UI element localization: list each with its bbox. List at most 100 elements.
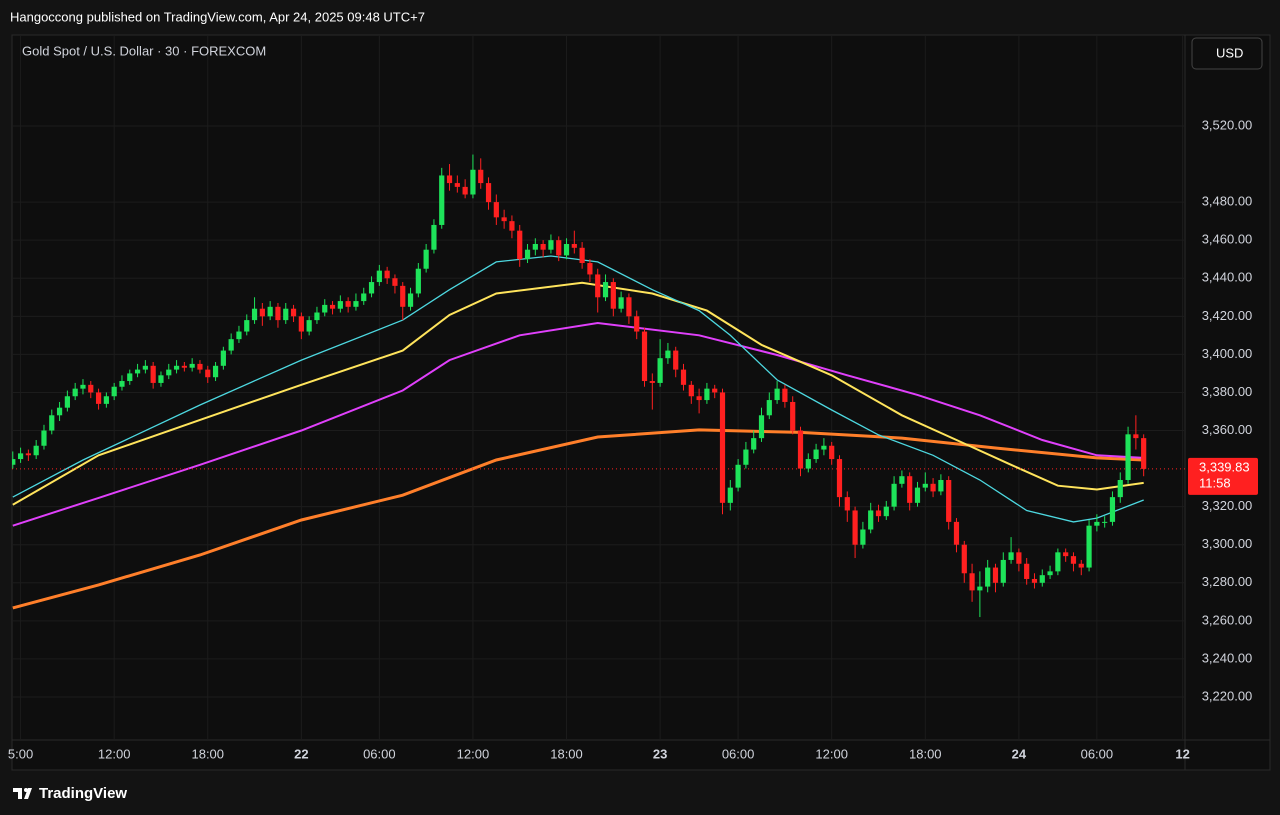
candle-body: [946, 480, 952, 522]
candle-body: [907, 476, 913, 503]
header: Hangoccong published on TradingView.com,…: [10, 9, 425, 24]
candle-body: [127, 373, 133, 382]
candle-body: [1086, 525, 1092, 568]
candle-body: [961, 544, 967, 574]
candle-body: [797, 430, 804, 469]
candle-body: [17, 453, 24, 460]
candle-body: [579, 247, 585, 264]
candle-body: [524, 249, 531, 260]
candle-body: [142, 365, 148, 370]
candle-body: [751, 438, 757, 450]
x-tick-label: 5:00: [8, 746, 33, 761]
candle-body: [251, 308, 258, 321]
x-tick-label: 18:00: [909, 746, 942, 761]
logo-dot: [24, 788, 28, 792]
candles: [12, 154, 1147, 618]
candle-body: [805, 459, 811, 469]
candle-body: [868, 510, 874, 530]
x-tick-label: 12: [1175, 746, 1189, 761]
candle-body: [977, 586, 983, 591]
candle-body: [431, 224, 437, 250]
candle-body: [602, 282, 609, 298]
candle-body: [290, 308, 297, 317]
candle-body: [618, 297, 624, 309]
candle-body: [267, 306, 273, 317]
candle-body: [1078, 563, 1084, 568]
candle-body: [891, 483, 897, 507]
candle-body: [400, 285, 406, 307]
candle-body: [969, 573, 975, 591]
candle-body: [12, 459, 16, 465]
candle-body: [556, 240, 562, 256]
candle-body: [626, 297, 632, 317]
candle-body: [1117, 480, 1123, 498]
candle-body: [930, 483, 936, 492]
candle-body: [1141, 438, 1147, 469]
candle-body: [220, 350, 226, 366]
x-tick-label: 24: [1012, 746, 1027, 761]
candle-body: [322, 304, 328, 313]
y-tick-label: 3,420.00: [1202, 308, 1253, 323]
candle-body: [376, 270, 382, 283]
candle-body: [485, 183, 492, 203]
candle-body: [166, 369, 172, 376]
candle-body: [548, 240, 554, 250]
grid: [12, 35, 1185, 740]
candle-body: [150, 365, 156, 383]
symbol-title: Gold Spot / U.S. Dollar · 30 · FOREXCOM: [22, 43, 266, 58]
candle-body: [836, 459, 843, 498]
candle-body: [259, 308, 265, 317]
candle-body: [704, 388, 710, 401]
candle-body: [181, 365, 187, 368]
candle-body: [212, 365, 219, 378]
candle-body: [361, 293, 367, 302]
candle-body: [517, 230, 523, 260]
candle-body: [275, 306, 281, 321]
candle-body: [1016, 552, 1022, 564]
candle-body: [1133, 434, 1139, 439]
y-tick-label: 3,380.00: [1202, 384, 1253, 399]
chart-panel: [11, 34, 1271, 771]
candle-body: [439, 175, 445, 225]
candle-body: [595, 274, 601, 298]
last-price-box: [1188, 457, 1258, 495]
candle-body: [423, 249, 429, 269]
candle-body: [696, 396, 702, 401]
countdown: 11:58: [1199, 475, 1231, 490]
candle-body: [1031, 578, 1038, 583]
axes: 3,220.00 3,240.00 3,260.00 3,280.00 3,300.00…: [8, 117, 1258, 761]
candle-body: [353, 301, 359, 307]
candle-body: [56, 407, 63, 416]
currency[interactable]: USD: [1216, 45, 1243, 60]
candle-body: [493, 202, 499, 218]
candle-body: [368, 282, 375, 294]
candle-body: [1047, 571, 1053, 576]
candle-body: [953, 521, 960, 545]
y-tick-label: 3,360.00: [1202, 422, 1253, 437]
candle-body: [244, 320, 250, 332]
brand: TradingView: [39, 785, 127, 802]
candle-body: [743, 449, 749, 465]
candle-body: [571, 243, 577, 248]
moving-average: [12, 255, 1144, 523]
candle-body: [1125, 434, 1131, 481]
candle-body: [462, 186, 468, 195]
y-tick-label: 3,260.00: [1202, 612, 1253, 627]
candle-body: [205, 369, 211, 378]
candle-body: [922, 483, 928, 488]
candle-body: [384, 270, 390, 279]
candle-body: [688, 384, 694, 397]
candle-body: [1102, 521, 1108, 523]
candle-body: [283, 308, 289, 321]
y-tick-label: 3,440.00: [1202, 270, 1253, 285]
currency-button[interactable]: [1191, 37, 1263, 70]
candle-body: [49, 415, 55, 431]
candle-body: [337, 301, 343, 309]
candle-body: [329, 304, 336, 309]
x-tick-label: 12:00: [98, 746, 131, 761]
candle-body: [610, 282, 616, 309]
candle-body: [665, 350, 671, 359]
candle-body: [821, 445, 827, 450]
candle-body: [914, 487, 921, 503]
